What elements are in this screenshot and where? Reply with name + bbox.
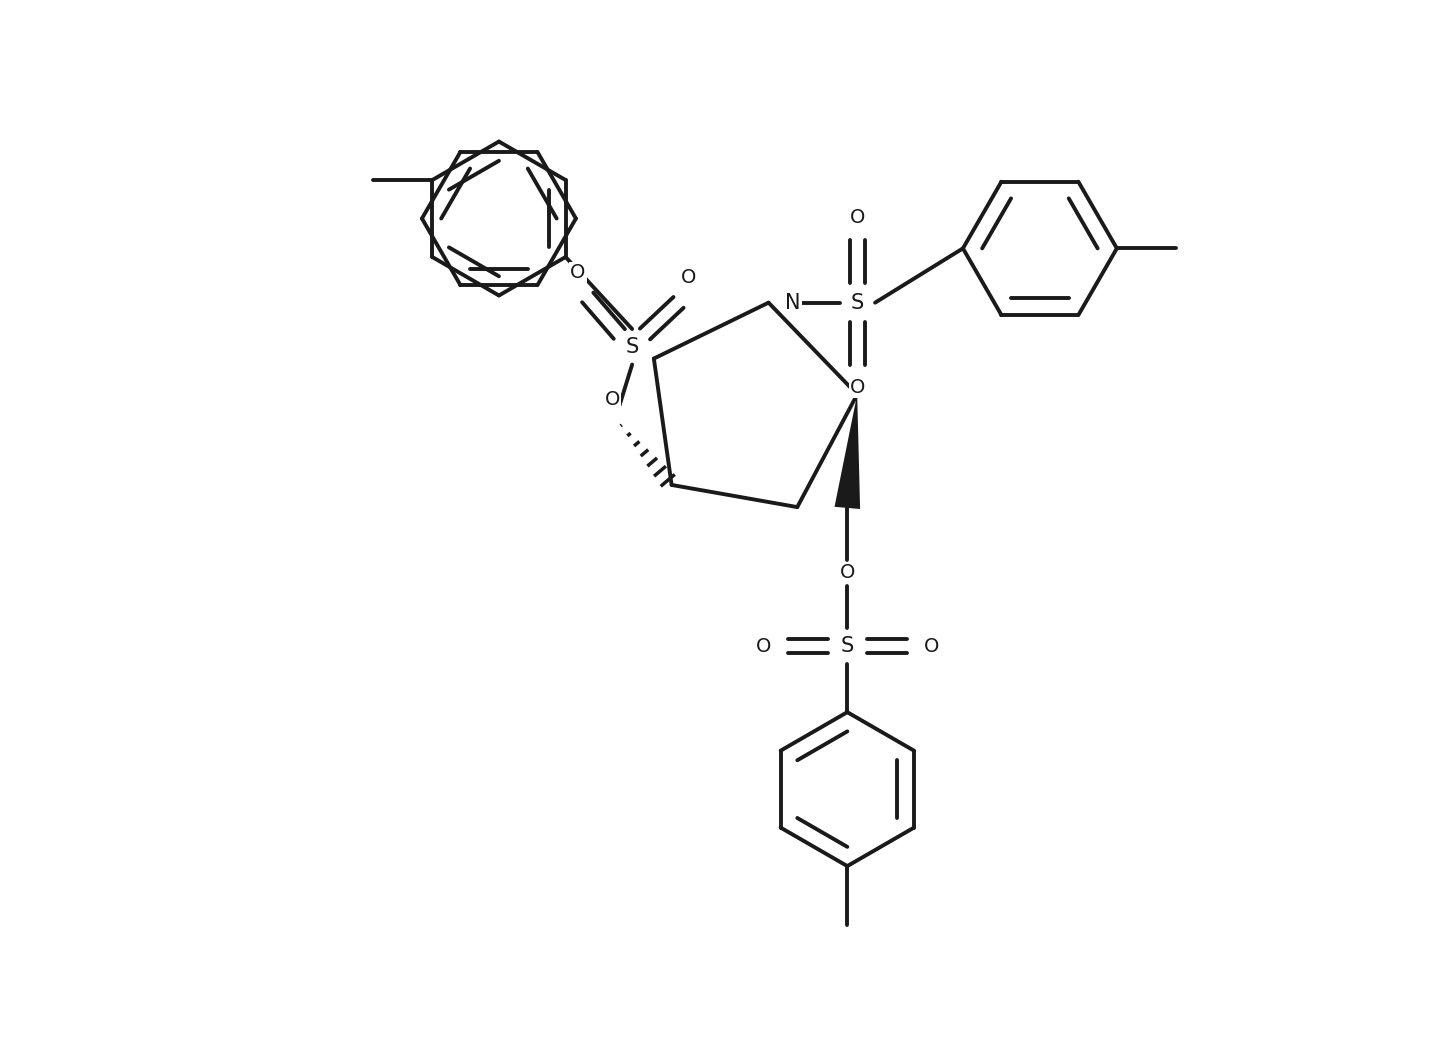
Text: O: O [605, 390, 619, 409]
Text: S: S [851, 292, 864, 312]
Text: S: S [840, 636, 853, 656]
Text: O: O [680, 268, 696, 287]
Text: N: N [785, 292, 801, 312]
Text: S: S [625, 336, 638, 356]
Text: O: O [849, 378, 865, 397]
Text: O: O [756, 636, 771, 656]
Polygon shape [835, 394, 861, 509]
Text: O: O [923, 636, 939, 656]
Text: O: O [849, 209, 865, 227]
Text: O: O [839, 563, 855, 582]
Text: O: O [570, 263, 586, 282]
